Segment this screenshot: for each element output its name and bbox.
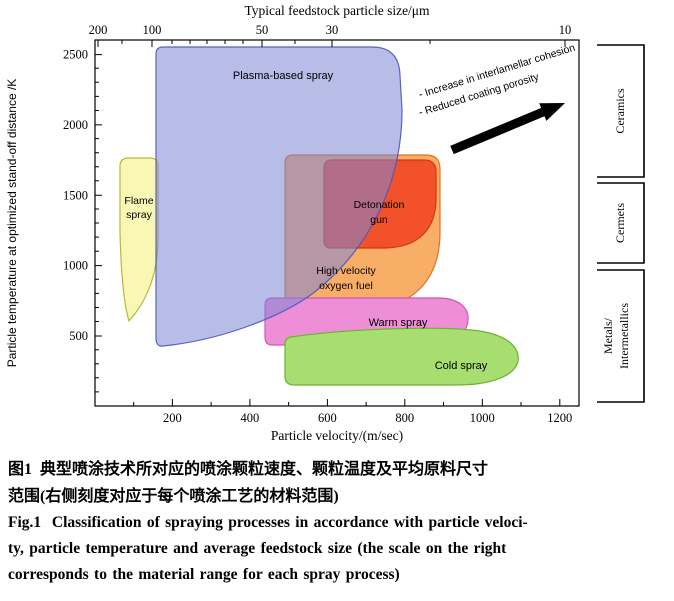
y-axis-title: Particle temperature at optimized stand-…	[5, 79, 19, 368]
region-plasma-spray-label: Plasma-based spray	[233, 70, 334, 82]
y-tick-label: 2000	[63, 118, 88, 132]
region-detonation-gun-label-line2: gun	[370, 214, 388, 226]
figure-caption: 图1 典型喷涂技术所对应的喷涂颗粒速度、颗粒温度及平均原料尺寸 范围(右侧刻度对…	[0, 448, 674, 588]
cermets-bracket	[597, 182, 645, 264]
region-hvof-label-line1: High velocity	[316, 265, 376, 277]
y-axis-major-ticks	[95, 54, 102, 337]
top-axis-minor-ticks	[121, 40, 431, 44]
top-tick-label: 50	[256, 23, 269, 37]
caption-zh-line1: 图1 典型喷涂技术所对应的喷涂颗粒速度、颗粒温度及平均原料尺寸	[8, 461, 489, 478]
region-cold-spray	[284, 327, 519, 386]
region-hvof-label-line2: oxygen fuel	[319, 280, 373, 292]
region-plasma-spray	[155, 46, 403, 347]
top-axis-major-ticks	[97, 40, 566, 47]
region-flame-spray-label-line2: spray	[126, 209, 152, 221]
right-scale-label-metals-line2: Intermetallics	[617, 303, 631, 369]
region-flame-spray-label-line1: Flame	[124, 195, 153, 207]
right-scale-label-ceramics: Ceramics	[613, 88, 627, 134]
y-tick-label: 2500	[63, 48, 88, 62]
top-tick-label: 10	[559, 23, 572, 37]
x-tick-label: 800	[395, 411, 414, 425]
region-warm-spray-label: Warm spray	[369, 317, 428, 329]
caption-en-line2: ty, particle temperature and average fee…	[8, 540, 507, 557]
ceramics-bracket	[597, 44, 645, 178]
metals-bracket	[597, 269, 645, 403]
plot-regions	[119, 46, 519, 386]
x-tick-label: 200	[163, 411, 182, 425]
x-axis-title: Particle velocity/(m/sec)	[271, 428, 403, 443]
x-axis-minor-ticks	[133, 402, 522, 406]
y-tick-label: 1500	[63, 188, 88, 202]
region-cold-spray-label: Cold spray	[435, 360, 488, 372]
y-tick-label: 500	[69, 329, 88, 343]
caption-zh-line2: 范围(右侧刻度对应于每个喷涂工艺的材料范围)	[8, 488, 339, 505]
caption-en-line1: Fig.1 Classification of spraying process…	[8, 514, 528, 531]
top-tick-label: 100	[143, 23, 162, 37]
spray-process-chart: Typical feedstock particle size/μm Parti…	[5, 3, 645, 443]
right-scale-label-metals-line1: Metals/	[601, 317, 615, 354]
x-tick-label: 1200	[547, 411, 572, 425]
caption-en-line3: corresponds to the material range for ea…	[8, 566, 400, 583]
y-axis-minor-ticks	[95, 67, 99, 393]
y-tick-label: 1000	[63, 259, 88, 273]
right-scale-label-cermets: Cermets	[613, 203, 627, 243]
region-flame-spray	[119, 157, 159, 323]
x-tick-label: 400	[241, 411, 260, 425]
top-tick-label: 30	[326, 23, 339, 37]
top-tick-label: 200	[89, 23, 108, 37]
region-detonation-gun-label-line1: Detonation	[354, 199, 405, 211]
x-tick-label: 600	[318, 411, 337, 425]
x-axis-major-ticks	[171, 399, 561, 406]
x-tick-label: 1000	[470, 411, 495, 425]
trend-arrow-head-icon	[539, 103, 565, 121]
top-axis-title: Typical feedstock particle size/μm	[244, 3, 430, 18]
trend-arrow-shaft	[450, 107, 545, 155]
